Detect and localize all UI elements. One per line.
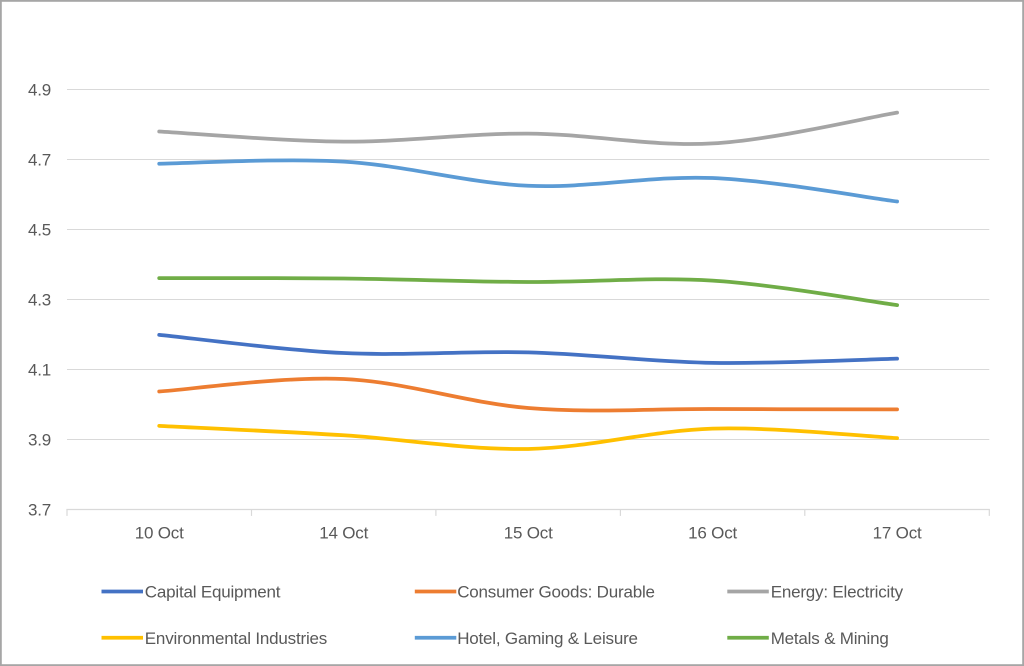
svg-text:15 Oct: 15 Oct bbox=[504, 524, 553, 543]
svg-text:17 Oct: 17 Oct bbox=[873, 524, 922, 543]
svg-text:3.7: 3.7 bbox=[28, 501, 51, 520]
svg-text:Capital Equipment: Capital Equipment bbox=[145, 583, 281, 602]
svg-text:3.9: 3.9 bbox=[28, 431, 51, 450]
svg-text:4.1: 4.1 bbox=[28, 361, 51, 380]
svg-text:4.9: 4.9 bbox=[28, 81, 51, 100]
svg-text:10 Oct: 10 Oct bbox=[135, 524, 184, 543]
svg-text:Environmental Industries: Environmental Industries bbox=[145, 629, 327, 648]
svg-text:4.3: 4.3 bbox=[28, 291, 51, 310]
svg-text:Hotel, Gaming & Leisure: Hotel, Gaming & Leisure bbox=[457, 629, 638, 648]
svg-text:Metals & Mining: Metals & Mining bbox=[771, 629, 889, 648]
svg-text:4.5: 4.5 bbox=[28, 221, 51, 240]
svg-text:4.7: 4.7 bbox=[28, 151, 51, 170]
svg-text:Consumer Goods: Durable: Consumer Goods: Durable bbox=[457, 583, 655, 602]
svg-text:16 Oct: 16 Oct bbox=[688, 524, 737, 543]
svg-text:14 Oct: 14 Oct bbox=[319, 524, 368, 543]
svg-text:Energy: Electricity: Energy: Electricity bbox=[771, 583, 904, 602]
